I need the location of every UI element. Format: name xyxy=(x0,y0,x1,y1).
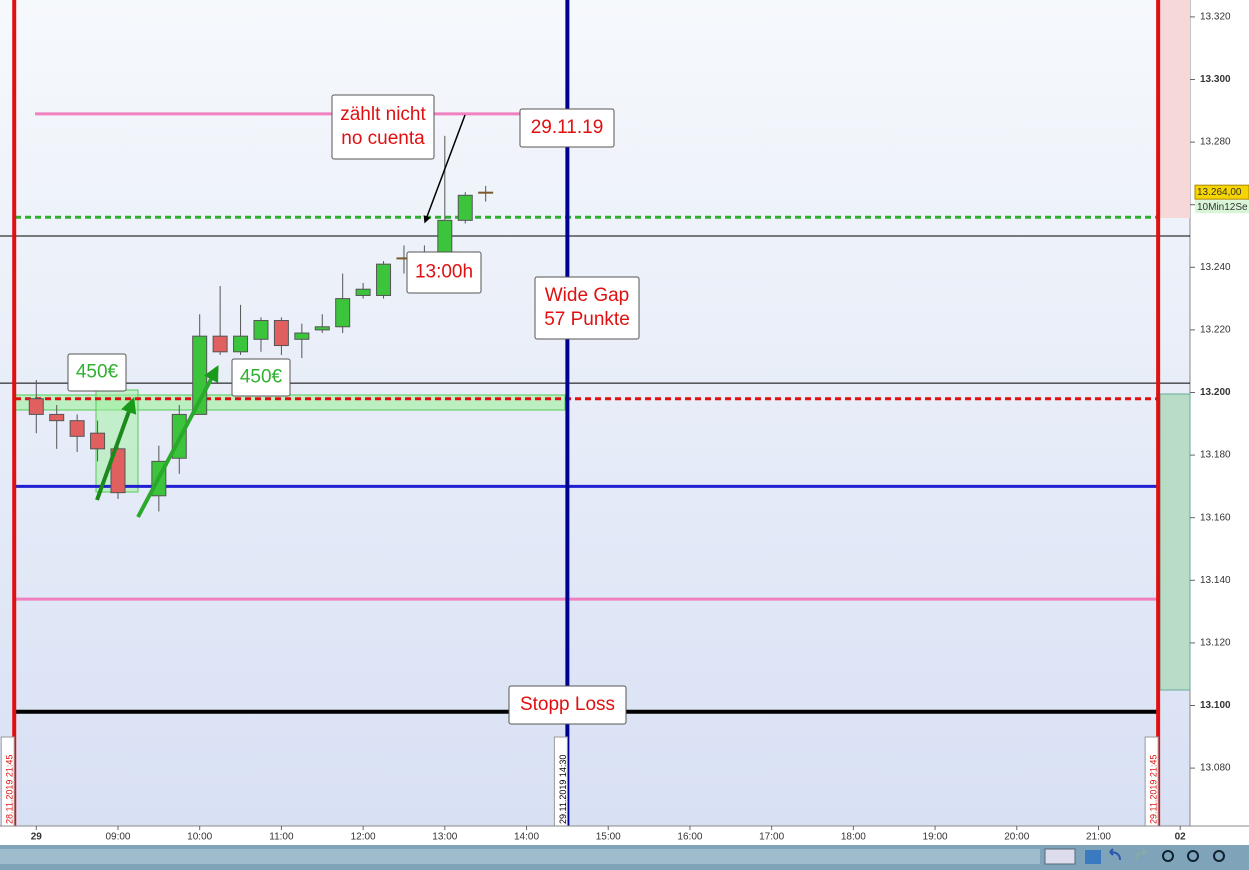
candle-body xyxy=(212,335,228,353)
annotations: zählt nicht no cuenta 29.11.19 13:00h Wide G… xyxy=(67,94,640,725)
y-tick-label: 13.160 xyxy=(1200,512,1231,523)
x-tick-label: 09:00 xyxy=(105,832,130,843)
indicator-label: 10Min12Se xyxy=(1197,202,1248,213)
x-tick-label: 15:00 xyxy=(596,832,621,843)
x-tick-label: 14:00 xyxy=(514,832,539,843)
y-tick-label: 13.120 xyxy=(1200,638,1231,649)
candle-body xyxy=(314,326,330,331)
x-tick-label: 10:00 xyxy=(187,832,212,843)
zoom-in[interactable] xyxy=(1213,850,1225,862)
candle-body xyxy=(273,320,289,347)
undo-button[interactable] xyxy=(1109,848,1121,861)
annotation-box xyxy=(406,251,482,294)
y-tick-label: 13.140 xyxy=(1200,575,1231,586)
x-axis-area xyxy=(0,826,1249,845)
y-axis-area xyxy=(1190,0,1249,826)
candles xyxy=(28,135,494,512)
y-tick-label: 13.280 xyxy=(1200,137,1231,148)
zoom-fit[interactable] xyxy=(1162,850,1174,862)
x-tick-label: 20:00 xyxy=(1004,832,1029,843)
annotation-text: 13:00h xyxy=(415,262,473,283)
annotation-text: zählt nicht xyxy=(340,104,426,125)
zoom-out[interactable] xyxy=(1187,850,1199,862)
zone-red xyxy=(1160,0,1190,218)
x-tick-label: 21:00 xyxy=(1086,832,1111,843)
annotation-text: 29.11.19 xyxy=(531,117,604,138)
vline-label: 28.11.2019 21:45 xyxy=(5,755,15,824)
x-tick-label: 16:00 xyxy=(677,832,702,843)
candle-body xyxy=(28,398,44,415)
candle-body xyxy=(294,332,310,340)
annotation-box xyxy=(331,94,435,160)
vline-label: 29.11.2019 21:45 xyxy=(1149,755,1159,824)
y-tick-label: 13.180 xyxy=(1200,450,1231,461)
candle-body xyxy=(457,194,473,221)
x-tick-label: 02 xyxy=(1175,832,1187,843)
candle-body xyxy=(69,420,85,437)
annotation-box xyxy=(508,685,627,725)
price-tag-bg xyxy=(1194,184,1249,200)
y-tick-label: 13.200 xyxy=(1200,387,1231,398)
arrow xyxy=(136,365,219,518)
candle-body xyxy=(478,191,494,194)
candle-body xyxy=(90,432,106,450)
annotation-box xyxy=(534,276,640,340)
candle-body xyxy=(376,263,392,296)
annotation-text: Stopp Loss xyxy=(520,694,615,715)
y-tick-label: 13.320 xyxy=(1200,12,1231,23)
candle-body xyxy=(233,335,249,353)
x-tick-label: 29 xyxy=(31,832,43,843)
zone-green xyxy=(1159,393,1191,691)
indicator-bg xyxy=(1195,200,1249,214)
x-tick-label: 19:00 xyxy=(923,832,948,843)
candle-body xyxy=(253,320,269,340)
annotation-text: no cuenta xyxy=(341,128,425,149)
annotation-text: 450€ xyxy=(240,367,283,388)
candle-body xyxy=(110,448,126,494)
tool-icon[interactable] xyxy=(1085,850,1101,864)
x-tick-label: 12:00 xyxy=(351,832,376,843)
annotation-text: 450€ xyxy=(76,362,119,383)
y-tick-label: 13.220 xyxy=(1200,325,1231,336)
vline-label: 29.11.2019 14:30 xyxy=(558,755,568,824)
y-tick-label: 13.080 xyxy=(1200,763,1231,774)
redo-button[interactable] xyxy=(1135,848,1147,861)
candle-body xyxy=(355,288,371,296)
annotation-box xyxy=(67,353,127,392)
x-tick-label: 18:00 xyxy=(841,832,866,843)
scroll-button[interactable] xyxy=(1044,848,1076,865)
candle-body xyxy=(49,413,65,422)
y-tick-label: 13.300 xyxy=(1200,74,1231,85)
scrollbar[interactable] xyxy=(0,849,1040,864)
arrow xyxy=(95,396,137,501)
price-tag: 13.264,00 xyxy=(1197,187,1242,198)
candle-body xyxy=(335,298,351,328)
y-tick-label: 13.100 xyxy=(1200,700,1231,711)
annotation-box xyxy=(519,108,615,148)
annotation-box xyxy=(231,358,291,397)
x-tick-label: 11:00 xyxy=(269,832,294,843)
annotation-text: 57 Punkte xyxy=(544,309,630,330)
arrow xyxy=(423,114,466,224)
ticks: 13.080 13.100 13.120 13.140 13.160 13.180 13.2… xyxy=(31,12,1249,843)
y-tick-label: 13.240 xyxy=(1200,262,1231,273)
x-tick-label: 17:00 xyxy=(759,832,784,843)
x-tick-label: 13:00 xyxy=(432,832,457,843)
annotation-text: Wide Gap xyxy=(545,285,629,306)
